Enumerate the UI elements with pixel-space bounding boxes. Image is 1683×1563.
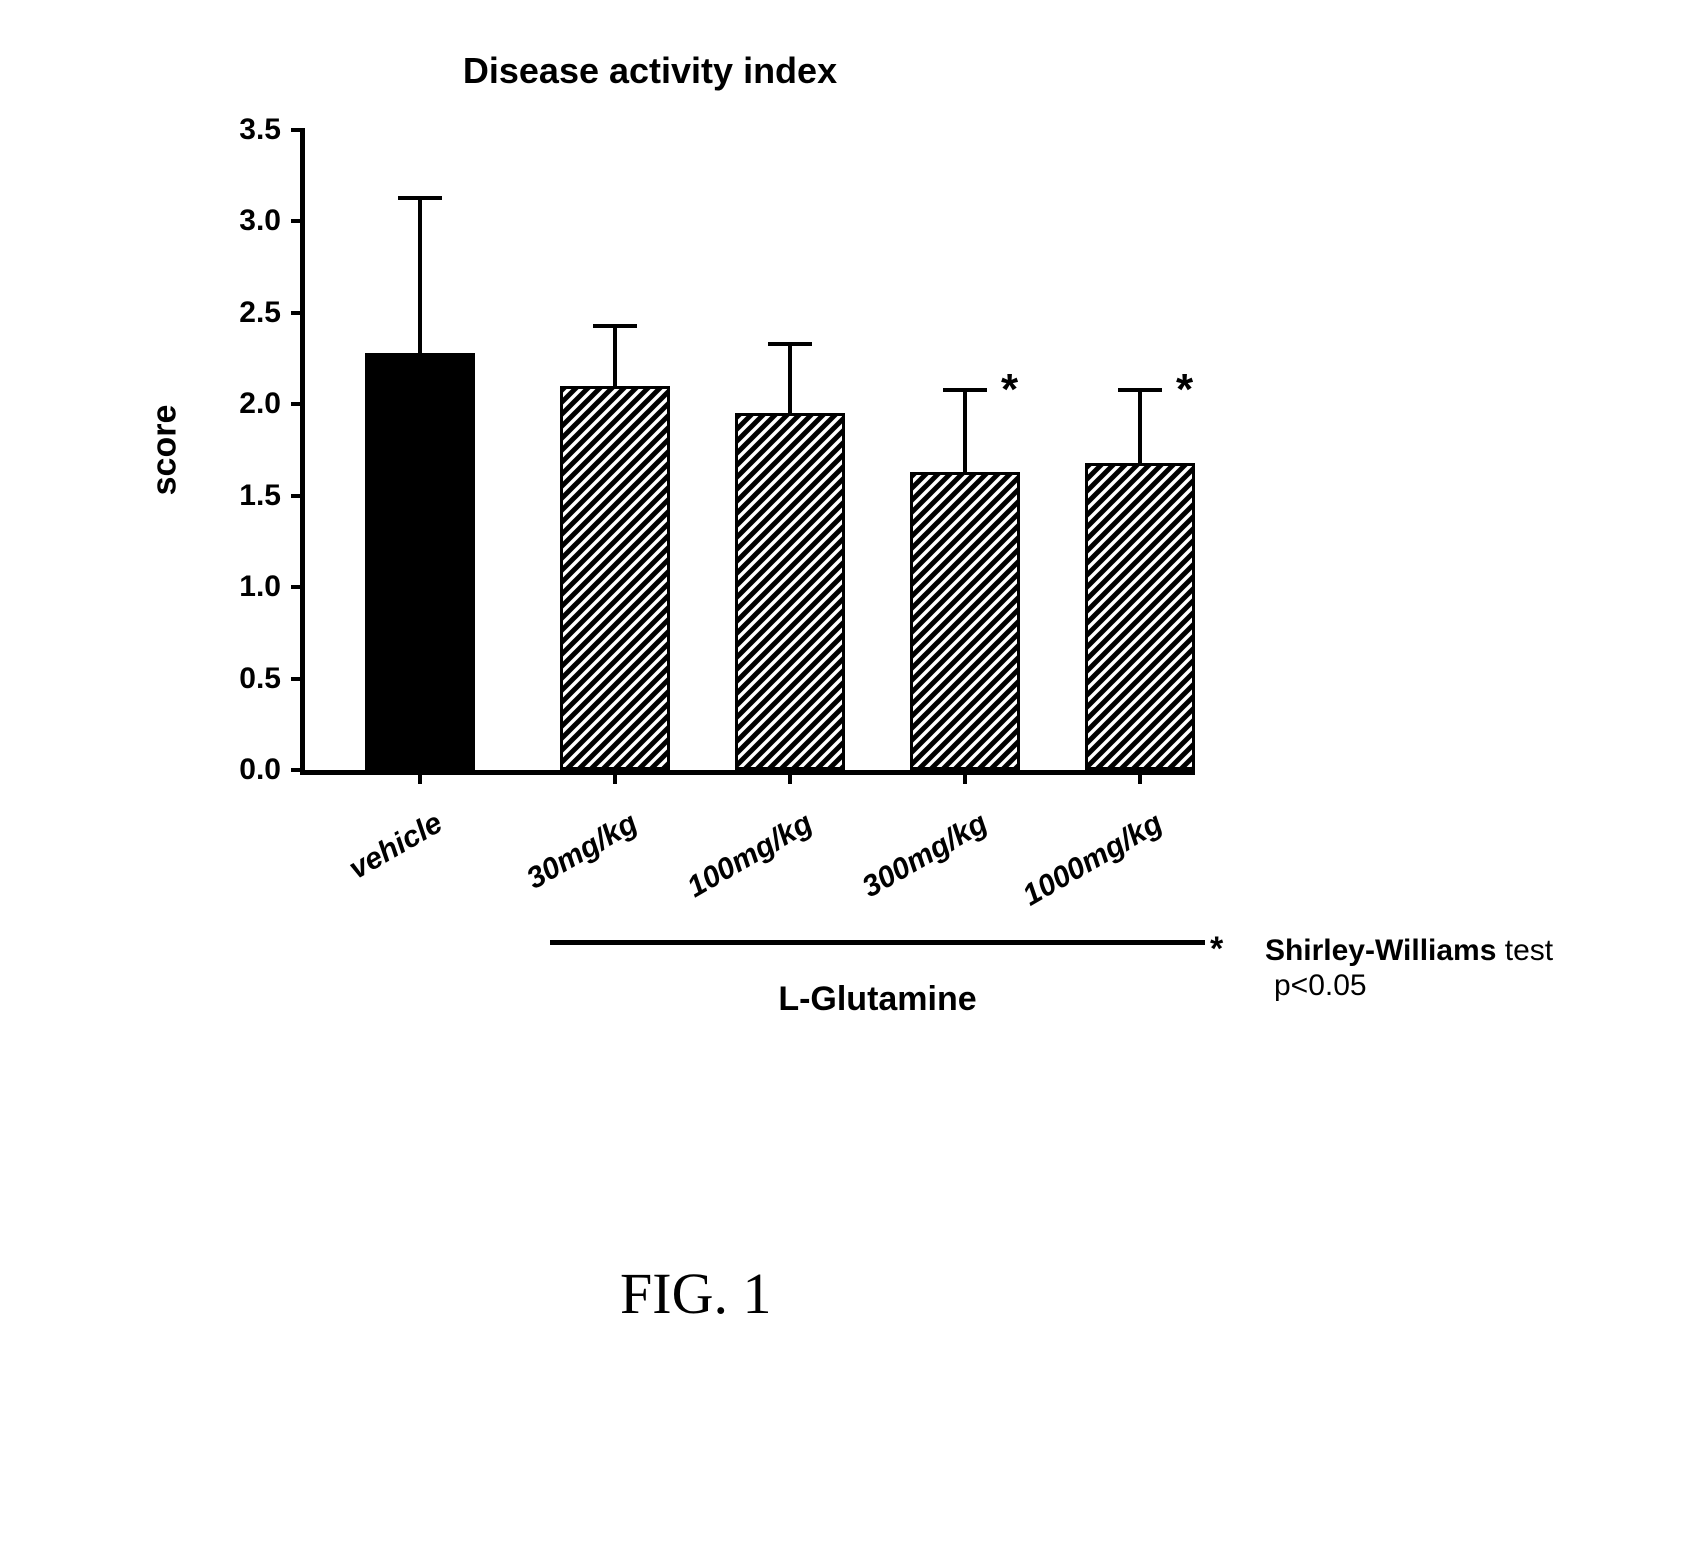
y-tick	[291, 677, 305, 681]
x-tick	[613, 770, 617, 784]
x-category-label: 100mg/kg	[611, 806, 819, 945]
y-tick	[291, 402, 305, 406]
y-tick	[291, 128, 305, 132]
y-tick-label: 2.5	[239, 296, 281, 330]
y-tick	[291, 585, 305, 589]
asterisk-icon: *	[1210, 930, 1223, 968]
bar	[735, 413, 845, 770]
y-tick	[291, 494, 305, 498]
error-bar-stem	[1138, 390, 1142, 463]
footnote-test-suffix: test	[1496, 934, 1553, 967]
x-category-label: 30mg/kg	[436, 806, 644, 945]
significance-marker: *	[1001, 365, 1018, 415]
y-tick	[291, 768, 305, 772]
x-tick	[1138, 770, 1142, 784]
x-tick	[788, 770, 792, 784]
significance-footnote: * Shirley-Williams test p<0.05	[1210, 930, 1553, 1003]
error-bar-cap	[398, 196, 442, 200]
y-tick-label: 1.0	[239, 570, 281, 604]
error-bar-cap	[1118, 388, 1162, 392]
y-tick-label: 3.5	[239, 113, 281, 147]
error-bar-cap	[768, 342, 812, 346]
y-tick	[291, 311, 305, 315]
y-tick-label: 2.0	[239, 387, 281, 421]
error-bar-stem	[613, 326, 617, 386]
x-category-label: vehicle	[241, 806, 449, 945]
y-tick	[291, 219, 305, 223]
group-label: L-Glutamine	[778, 980, 976, 1019]
x-tick	[963, 770, 967, 784]
footnote-test-name: Shirley-Williams	[1265, 934, 1496, 967]
footnote-line1: * Shirley-Williams test	[1210, 930, 1553, 969]
plot-area: score 0.00.51.01.52.02.53.03.5vehicle30m…	[300, 130, 1195, 775]
y-axis-label: score	[146, 405, 185, 496]
chart-title: Disease activity index	[110, 50, 1190, 92]
figure-caption: FIG. 1	[620, 1260, 771, 1327]
y-tick-label: 0.5	[239, 662, 281, 696]
bar	[560, 386, 670, 770]
x-tick	[418, 770, 422, 784]
error-bar-stem	[963, 390, 967, 472]
x-category-label: 300mg/kg	[786, 806, 994, 945]
bar	[365, 353, 475, 770]
footnote-line2: p<0.05	[1210, 969, 1553, 1003]
error-bar-cap	[943, 388, 987, 392]
error-bar-cap	[593, 324, 637, 328]
error-bar-stem	[418, 198, 422, 353]
error-bar-stem	[788, 344, 792, 413]
group-underline	[550, 940, 1205, 945]
y-tick-label: 0.0	[239, 753, 281, 787]
bar	[910, 472, 1020, 770]
bar	[1085, 463, 1195, 770]
significance-marker: *	[1176, 365, 1193, 415]
y-tick-label: 3.0	[239, 204, 281, 238]
chart: Disease activity index score 0.00.51.01.…	[110, 50, 1190, 775]
y-tick-label: 1.5	[239, 479, 281, 513]
x-category-label: 1000mg/kg	[961, 806, 1169, 945]
